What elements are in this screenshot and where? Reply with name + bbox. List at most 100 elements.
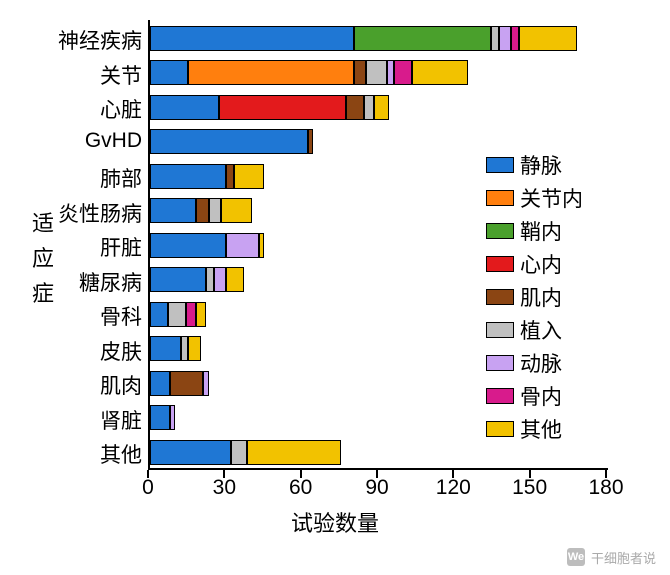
legend-label: 动脉 bbox=[520, 353, 562, 376]
legend-item: 关节内 bbox=[486, 183, 583, 213]
category-label: GvHD bbox=[85, 129, 142, 153]
bar-segment bbox=[181, 336, 189, 361]
legend-swatch bbox=[486, 388, 514, 404]
legend-swatch bbox=[486, 190, 514, 206]
legend-item: 鞘内 bbox=[486, 216, 562, 246]
legend-swatch bbox=[486, 322, 514, 338]
bar-segment bbox=[221, 198, 252, 223]
legend-item: 静脉 bbox=[486, 150, 562, 180]
legend-label: 肌内 bbox=[520, 287, 562, 310]
bar-segment bbox=[150, 95, 219, 120]
bar-segment bbox=[412, 60, 468, 85]
category-label: 神经疾病 bbox=[58, 25, 142, 55]
x-tick-label: 150 bbox=[512, 476, 547, 500]
category-label: 皮肤 bbox=[100, 336, 142, 366]
legend-item: 动脉 bbox=[486, 348, 562, 378]
legend-label: 心内 bbox=[520, 254, 562, 277]
bar-segment bbox=[226, 267, 244, 292]
bar-segment bbox=[354, 60, 367, 85]
bar-segment bbox=[366, 60, 386, 85]
legend-item: 心内 bbox=[486, 249, 562, 279]
bar-segment bbox=[150, 26, 354, 51]
bar-segment bbox=[150, 302, 168, 327]
bar-segment bbox=[247, 440, 341, 465]
legend-label: 鞘内 bbox=[520, 221, 562, 244]
bar-segment bbox=[346, 95, 364, 120]
legend-item: 其他 bbox=[486, 414, 562, 444]
legend-swatch bbox=[486, 421, 514, 437]
category-label: 关节 bbox=[100, 60, 142, 90]
category-label: 肌肉 bbox=[100, 370, 142, 400]
bar-segment bbox=[511, 26, 519, 51]
bar-segment bbox=[150, 267, 206, 292]
bar-segment bbox=[231, 440, 246, 465]
category-label: 其他 bbox=[100, 439, 142, 469]
legend-label: 骨内 bbox=[520, 386, 562, 409]
legend-swatch bbox=[486, 355, 514, 371]
y-axis-title-text: 适应症 bbox=[32, 211, 54, 306]
bar-segment bbox=[259, 233, 264, 258]
category-label: 炎性肠病 bbox=[58, 198, 142, 228]
x-tick-label: 60 bbox=[289, 476, 312, 500]
bar-segment bbox=[170, 405, 175, 430]
bar-segment bbox=[186, 302, 196, 327]
category-label: 心脏 bbox=[100, 94, 142, 124]
legend-item: 肌内 bbox=[486, 282, 562, 312]
bar-segment bbox=[226, 233, 259, 258]
legend-label: 关节内 bbox=[520, 188, 583, 211]
bar-segment bbox=[364, 95, 374, 120]
x-tick-label: 180 bbox=[588, 476, 623, 500]
bar-segment bbox=[150, 405, 170, 430]
bar-segment bbox=[203, 371, 208, 396]
footer-watermark: We 干细胞者说 bbox=[470, 539, 670, 575]
legend-swatch bbox=[486, 157, 514, 173]
legend-swatch bbox=[486, 289, 514, 305]
bar-segment bbox=[150, 336, 181, 361]
bar-segment bbox=[219, 95, 346, 120]
x-tick-label: 90 bbox=[365, 476, 388, 500]
legend-item: 骨内 bbox=[486, 381, 562, 411]
legend-swatch bbox=[486, 223, 514, 239]
bar-segment bbox=[196, 198, 209, 223]
legend-label: 植入 bbox=[520, 320, 562, 343]
bar-segment bbox=[519, 26, 578, 51]
footer-text: 干细胞者说 bbox=[591, 548, 656, 567]
bar-segment bbox=[170, 371, 203, 396]
x-axis-title-text: 试验数量 bbox=[291, 511, 379, 536]
bar-segment bbox=[308, 129, 313, 154]
bar-segment bbox=[196, 302, 206, 327]
bar-segment bbox=[150, 164, 226, 189]
category-label: 糖尿病 bbox=[79, 267, 142, 297]
bar-segment bbox=[226, 164, 234, 189]
category-label: 肺部 bbox=[100, 163, 142, 193]
bar-segment bbox=[168, 302, 186, 327]
bar-segment bbox=[150, 233, 226, 258]
category-label: 骨科 bbox=[100, 301, 142, 331]
x-tick-label: 120 bbox=[436, 476, 471, 500]
bar-segment bbox=[188, 336, 201, 361]
category-label: 肝脏 bbox=[100, 232, 142, 262]
legend-swatch bbox=[486, 256, 514, 272]
bar-segment bbox=[374, 95, 389, 120]
bar-segment bbox=[387, 60, 395, 85]
x-tick-label: 0 bbox=[142, 476, 154, 500]
bar-segment bbox=[150, 60, 188, 85]
bar-segment bbox=[499, 26, 512, 51]
legend-label: 其他 bbox=[520, 419, 562, 442]
bar-segment bbox=[188, 60, 353, 85]
chart-container: 适应症 静脉关节内鞘内心内肌内植入动脉骨内其他 试验数量 神经疾病关节心脏GvH… bbox=[30, 10, 640, 530]
x-axis-title: 试验数量 bbox=[30, 506, 640, 538]
bar-segment bbox=[214, 267, 227, 292]
wechat-icon: We bbox=[567, 548, 585, 566]
category-label: 肾脏 bbox=[100, 405, 142, 435]
bar-segment bbox=[150, 198, 196, 223]
bar-segment bbox=[491, 26, 499, 51]
bar-segment bbox=[206, 267, 214, 292]
bar-segment bbox=[150, 129, 308, 154]
bar-segment bbox=[209, 198, 222, 223]
bar-segment bbox=[394, 60, 412, 85]
bar-segment bbox=[234, 164, 265, 189]
bar-segment bbox=[150, 371, 170, 396]
legend-item: 植入 bbox=[486, 315, 562, 345]
y-axis-title: 适应症 bbox=[30, 206, 56, 312]
